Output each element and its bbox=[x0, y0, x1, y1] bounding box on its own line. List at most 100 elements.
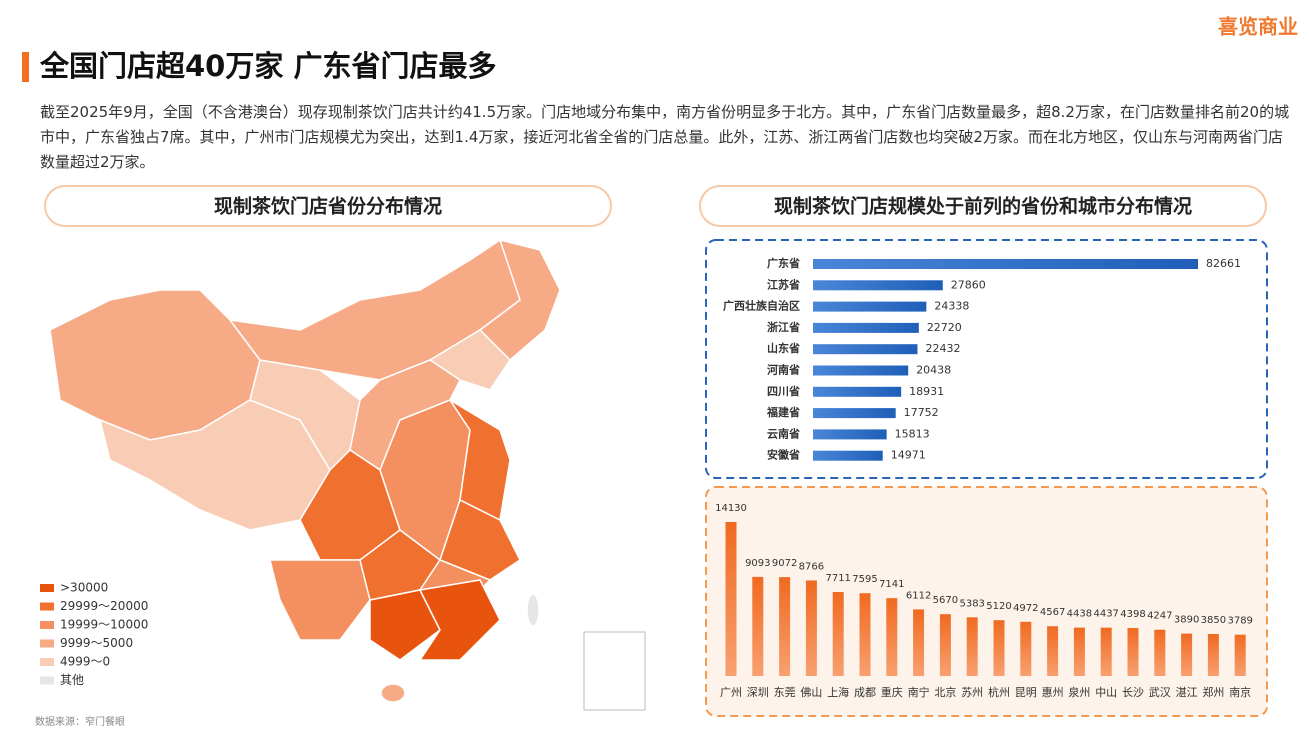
value-label: 4398 bbox=[1120, 609, 1145, 620]
category-label: 昆明 bbox=[1015, 686, 1037, 699]
value-label: 3890 bbox=[1174, 615, 1199, 626]
bar bbox=[813, 322, 919, 333]
category-label: 安徽省 bbox=[767, 448, 800, 462]
category-label: 福建省 bbox=[766, 405, 800, 419]
legend-swatch bbox=[40, 639, 54, 648]
category-label: 江苏省 bbox=[767, 277, 800, 291]
category-label: 惠州 bbox=[1042, 685, 1064, 699]
bar bbox=[813, 301, 927, 312]
map bbox=[49, 238, 646, 711]
category-label: 郑州 bbox=[1202, 685, 1224, 699]
category-label: 广东省 bbox=[767, 256, 800, 270]
bar bbox=[1181, 633, 1193, 676]
category-label: 广西壮族自治区 bbox=[723, 299, 800, 313]
bar bbox=[813, 386, 902, 397]
bar bbox=[966, 617, 978, 676]
category-label: 深圳 bbox=[747, 686, 769, 699]
bar bbox=[813, 259, 1198, 269]
category-label: 四川省 bbox=[767, 384, 800, 398]
pill bbox=[699, 185, 1267, 227]
legend-swatch bbox=[40, 584, 54, 592]
legend-swatch bbox=[40, 621, 54, 629]
bar bbox=[1100, 627, 1112, 676]
bar bbox=[805, 580, 817, 676]
bar bbox=[1234, 634, 1246, 676]
bar bbox=[1020, 621, 1032, 676]
value-label: 9072 bbox=[772, 558, 797, 569]
category-label: 成都 bbox=[854, 686, 876, 699]
legend-swatch bbox=[40, 602, 54, 611]
value-label: 27860 bbox=[951, 278, 986, 291]
value-label: 3789 bbox=[1227, 616, 1252, 627]
bar bbox=[779, 577, 791, 676]
pill bbox=[44, 185, 612, 227]
value-label: 82661 bbox=[1206, 257, 1241, 270]
legend-label: 19999～10000 bbox=[60, 618, 148, 632]
source: 数据来源：窄门餐眼 bbox=[35, 715, 125, 728]
category-label: 湛江 bbox=[1176, 686, 1198, 699]
bar bbox=[913, 609, 925, 676]
bar bbox=[1073, 627, 1085, 676]
bar bbox=[1154, 629, 1166, 676]
legend: >30000 29999～20000 19999～10000 9999～5000 499… bbox=[40, 581, 148, 687]
panel bbox=[705, 486, 1268, 717]
category-label: 南宁 bbox=[908, 685, 930, 699]
legend-label: 其他 bbox=[60, 673, 84, 687]
bar bbox=[1127, 628, 1139, 676]
map-title: 现制茶饮门店省份分布情况 bbox=[214, 195, 442, 218]
value-label: 5383 bbox=[959, 598, 984, 609]
category-label: 山东省 bbox=[767, 341, 800, 355]
category-label: 长沙 bbox=[1122, 686, 1144, 699]
value-label: 7141 bbox=[879, 579, 904, 590]
legend-label: >30000 bbox=[60, 581, 108, 595]
legend-label: 4999～0 bbox=[60, 655, 110, 669]
value-label: 20438 bbox=[916, 364, 951, 377]
category-label: 中山 bbox=[1095, 686, 1117, 699]
value-label: 4972 bbox=[1013, 603, 1038, 614]
value-label: 9093 bbox=[745, 558, 770, 569]
value-label: 6112 bbox=[906, 590, 931, 601]
value-label: 5670 bbox=[933, 595, 958, 606]
bar bbox=[993, 620, 1005, 676]
value-label: 18931 bbox=[909, 385, 944, 398]
right-title: 现制茶饮门店规模处于前列的省份和城市分布情况 bbox=[774, 195, 1192, 218]
category-label: 河南省 bbox=[767, 363, 800, 377]
value-label: 8766 bbox=[799, 561, 824, 572]
bar bbox=[813, 408, 896, 419]
bar bbox=[813, 450, 883, 461]
bar bbox=[832, 591, 844, 676]
category-label: 东莞 bbox=[774, 686, 796, 699]
bar bbox=[859, 593, 871, 676]
legend-label: 9999～5000 bbox=[60, 636, 133, 650]
category-label: 云南省 bbox=[767, 426, 800, 440]
category-label: 北京 bbox=[934, 685, 956, 699]
bar bbox=[813, 365, 909, 376]
title: 全国门店超40万家 广东省门店最多 bbox=[39, 49, 496, 83]
description: 截至2025年9月，全国（不含港澳台）现存现制茶饮门店共计约41.5万家。门店地… bbox=[40, 103, 1290, 171]
value-label: 14971 bbox=[891, 449, 926, 462]
bar bbox=[752, 576, 764, 676]
category-label: 杭州 bbox=[988, 685, 1010, 699]
category-label: 南京 bbox=[1229, 685, 1251, 699]
value-label: 22720 bbox=[927, 321, 962, 334]
legend-swatch bbox=[40, 676, 54, 685]
bar bbox=[813, 280, 943, 291]
bar bbox=[1207, 634, 1219, 676]
panel bbox=[705, 239, 1268, 479]
value-label: 22432 bbox=[925, 342, 960, 355]
value-label: 7595 bbox=[852, 574, 877, 585]
value-label: 4247 bbox=[1147, 611, 1172, 622]
legend-swatch bbox=[40, 658, 54, 666]
category-label: 广州 bbox=[720, 686, 742, 699]
value-label: 24338 bbox=[934, 300, 969, 313]
value-label: 14130 bbox=[715, 503, 747, 514]
value-label: 4438 bbox=[1067, 609, 1092, 620]
brand: 喜览商业 bbox=[1218, 15, 1298, 39]
value-label: 4437 bbox=[1093, 609, 1118, 620]
bar bbox=[886, 598, 898, 676]
bar bbox=[725, 522, 737, 676]
category-label: 重庆 bbox=[881, 685, 903, 699]
